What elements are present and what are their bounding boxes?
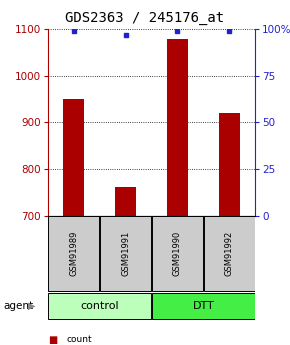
- Bar: [48, 216, 99, 291]
- Text: GSM91989: GSM91989: [69, 231, 78, 276]
- Text: ▶: ▶: [28, 301, 35, 311]
- Text: GSM91992: GSM91992: [225, 231, 234, 276]
- Bar: [152, 293, 255, 319]
- Bar: [219, 113, 240, 216]
- Text: ■: ■: [48, 335, 57, 345]
- Text: GSM91990: GSM91990: [173, 231, 182, 276]
- Bar: [100, 216, 151, 291]
- Text: GDS2363 / 245176_at: GDS2363 / 245176_at: [66, 11, 224, 25]
- Bar: [64, 99, 84, 216]
- Bar: [48, 293, 151, 319]
- Text: GSM91991: GSM91991: [121, 231, 130, 276]
- Text: agent: agent: [3, 301, 33, 311]
- Text: count: count: [67, 335, 92, 344]
- Text: control: control: [80, 301, 119, 311]
- Text: DTT: DTT: [193, 301, 214, 311]
- Bar: [204, 216, 255, 291]
- Bar: [152, 216, 203, 291]
- Bar: [167, 39, 188, 216]
- Bar: [115, 187, 136, 216]
